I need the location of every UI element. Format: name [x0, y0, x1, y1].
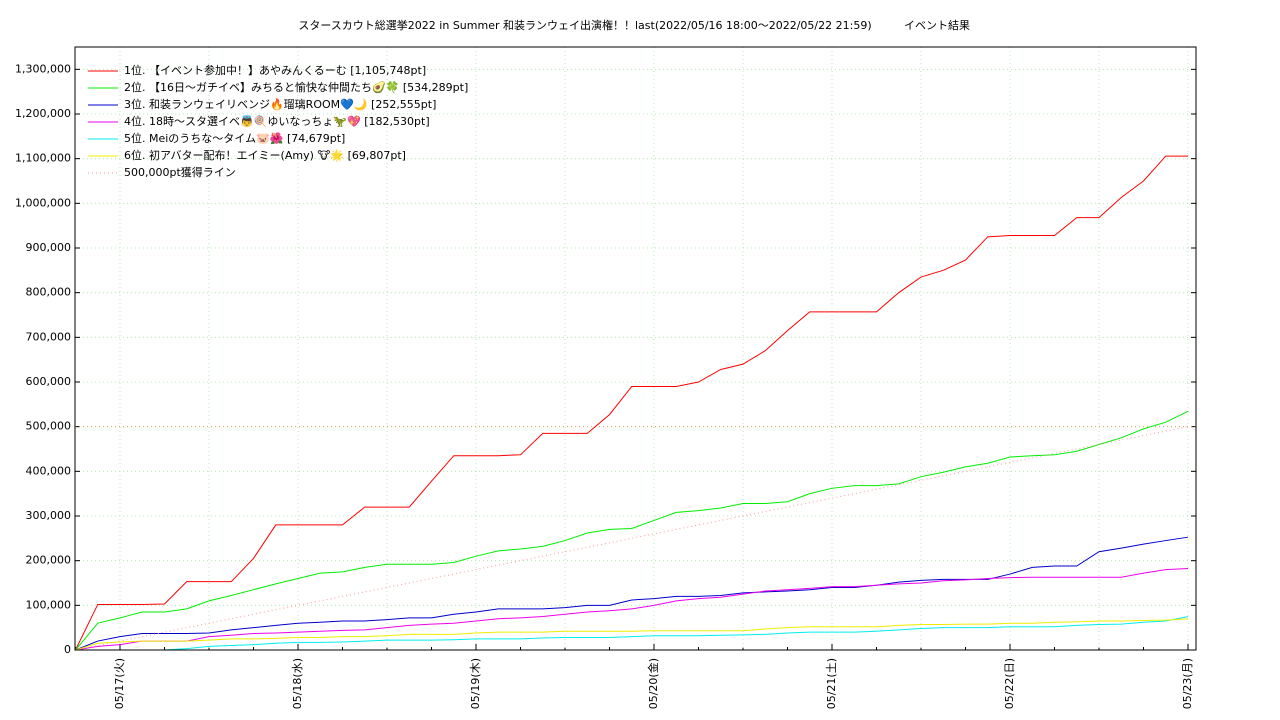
legend-label: 2位. 【16日〜ガチイベ】みちると愉快な仲間たち🥑🍀 [534,289pt]: [124, 80, 468, 94]
series-line: [75, 426, 1189, 651]
x-tick-label: 05/18(水): [291, 658, 304, 709]
legend-label: 5位. Meiのうちな〜タイム🐷🌺 [74,679pt]: [124, 131, 345, 145]
y-tick-label: 1,100,000: [15, 152, 71, 165]
y-tick-label: 1,200,000: [15, 107, 71, 120]
x-tick-label: 05/21(土): [825, 658, 838, 709]
y-tick-label: 500,000: [26, 420, 72, 433]
plot-frame: [74, 46, 1197, 651]
y-tick-label: 900,000: [26, 241, 72, 254]
x-tick-label: 05/17(火): [113, 658, 126, 709]
x-tick-label: 05/20(金): [646, 658, 660, 709]
y-tick-label: 1,300,000: [15, 62, 71, 75]
y-tick-label: 400,000: [26, 464, 72, 477]
chart-subtitle: イベント結果: [904, 18, 970, 32]
y-tick-label: 0: [64, 643, 71, 656]
y-tick-label: 800,000: [26, 286, 72, 299]
x-tick-label: 05/23(月): [1181, 658, 1194, 709]
legend-label: 500,000pt獲得ライン: [124, 166, 236, 179]
x-tick-label: 05/19(木): [469, 658, 482, 709]
y-tick-label: 200,000: [26, 554, 72, 567]
series-line: [75, 567, 1189, 651]
legend-label: 3位. 和装ランウェイリベンジ🔥瑠璃ROOM💙🌙 [252,555pt]: [124, 97, 436, 111]
series-line: [75, 616, 1189, 651]
series-line: [75, 155, 1188, 651]
y-tick-label: 1,000,000: [15, 196, 71, 209]
y-tick-label: 100,000: [26, 598, 72, 611]
chart-title: スタースカウト総選挙2022 in Summer 和装ランウェイ出演権！！las…: [298, 18, 871, 32]
y-tick-label: 700,000: [26, 330, 72, 343]
legend-label: 1位. 【イベント参加中！】あやみんくるーむ [1,105,748pt]: [124, 63, 426, 77]
y-tick-label: 600,000: [26, 375, 72, 388]
series-line: [75, 410, 1189, 651]
legend-label: 6位. 初アバター配布！エイミー(Amy) 🐮🌟 [69,807pt]: [124, 148, 406, 162]
x-tick-label: 05/22(日): [1003, 658, 1016, 709]
legend-label: 4位. 18時〜スタ選イベ👼🍭ゆいなっちょ🦖💖 [182,530pt]: [124, 114, 430, 128]
y-tick-label: 300,000: [26, 509, 72, 522]
series-line: [75, 536, 1189, 651]
series-line: [75, 618, 1189, 651]
